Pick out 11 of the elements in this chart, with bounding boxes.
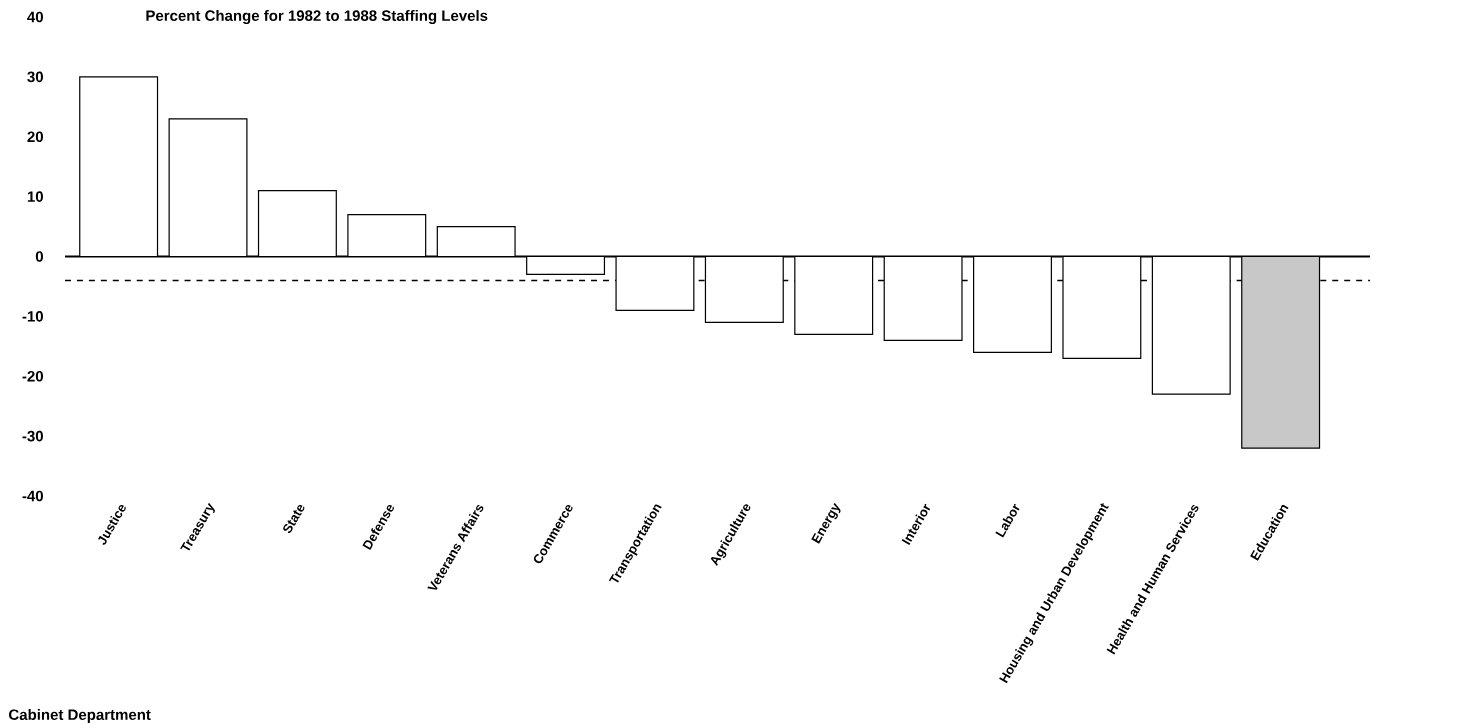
y-tick-label: 40 (27, 11, 43, 23)
y-tick-label: -10 (22, 311, 43, 322)
y-tick-label: 20 (27, 131, 43, 143)
text: Cabinet Department (9, 709, 151, 723)
y-tick-label: -30 (22, 430, 43, 442)
y-tick-label: -40 (22, 490, 43, 502)
y-tick-label: -20 (22, 370, 43, 382)
y-tick-label: 10 (27, 191, 43, 202)
y-tick-label: 30 (27, 71, 43, 83)
chart-title: Percent Change for 1982 to 1988 Staffing Levels (146, 9, 488, 25)
y-tick-label: 0 (35, 251, 43, 262)
